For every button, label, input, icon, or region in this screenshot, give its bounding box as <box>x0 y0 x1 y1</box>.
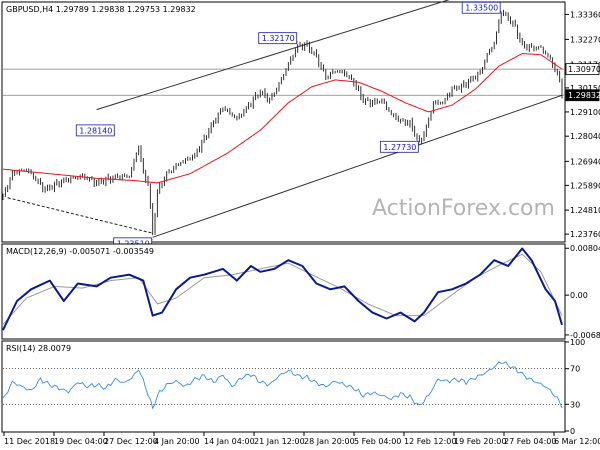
time-tick-label: 27 Feb 04:00 <box>504 437 556 446</box>
channel-lower-line <box>152 94 563 238</box>
price-tick-label: 1.26940 <box>570 157 600 166</box>
price-tick-label: 1.25890 <box>570 181 600 190</box>
time-tick-label: 4 Jan 20:00 <box>154 437 200 446</box>
current-price-tag <box>565 89 600 102</box>
price-tick-label: 1.24810 <box>570 206 600 215</box>
price-tick-label: 1.29100 <box>570 108 600 117</box>
price-annotation-box <box>379 140 419 153</box>
price-tick-label: 1.32270 <box>570 35 600 44</box>
rsi-tick-label: 70 <box>570 365 580 374</box>
rsi-panel: 100 70 30 0 RSI(14) 28.0079 <box>1 338 585 436</box>
time-tick-label: 27 Dec 12:00 <box>104 437 158 446</box>
rsi-panel-title: RSI(14) 28.0079 <box>6 344 71 353</box>
price-candles <box>2 9 563 236</box>
price-annotation-label: 1.33500 <box>465 4 498 13</box>
time-tick-label: 6 Mar 12:00 <box>554 437 600 446</box>
channel-upper-line <box>96 0 450 111</box>
price-tick-label: 1.23760 <box>570 230 600 239</box>
rsi-line <box>2 361 563 410</box>
time-tick-label: 21 Jan 12:00 <box>254 437 305 446</box>
price-overlays <box>3 0 564 238</box>
price-tick-label: 1.33360 <box>570 10 600 19</box>
macd-tick-label: 0.008044 <box>570 244 600 253</box>
price-panel-title: GBPUSD,H4 1.29789 1.29838 1.29753 1.2983… <box>6 5 196 14</box>
price-annotation-box <box>75 124 115 137</box>
time-tick-label: 11 Dec 2018 <box>4 437 55 446</box>
rsi-axis: 100 70 30 0 <box>565 338 585 436</box>
time-tick-label: 19 Feb 20:00 <box>454 437 506 446</box>
right-tag-label: 1.29832 <box>568 91 600 100</box>
macd-axis: 0.008044 0.00 -0.006821 <box>565 244 600 340</box>
macd-line <box>2 247 563 331</box>
right-tag-label: 1.30970 <box>568 65 600 74</box>
price-annotation-box <box>461 1 501 14</box>
rsi-tick-label: 100 <box>570 338 585 347</box>
price-tick-label: 1.30150 <box>570 84 600 93</box>
price-axis: 1.333601.322701.311701.301501.291001.280… <box>565 10 600 239</box>
rsi-tick-label: 30 <box>570 400 580 409</box>
time-tick-label: 28 Jan 20:00 <box>304 437 355 446</box>
level-price-tag <box>565 63 600 76</box>
price-annotation-label: 1.27730 <box>383 143 416 152</box>
rsi-panel-frame <box>1 340 566 433</box>
moving-average-line <box>2 53 563 184</box>
rsi-lines <box>2 361 564 410</box>
time-tick-label: 14 Jan 04:00 <box>204 437 255 446</box>
time-tick-label: 5 Feb 04:00 <box>354 437 401 446</box>
macd-panel-title: MACD(12,26,9) -0.005071 -0.003549 <box>6 247 154 256</box>
time-tick-label: 12 Feb 12:00 <box>404 437 456 446</box>
macd-panel: 0.008044 0.00 -0.006821 MACD(12,26,9) -0.0… <box>1 243 600 340</box>
macd-lines <box>2 247 563 331</box>
price-annotation-box <box>258 32 298 45</box>
macd-tick-label: 0.00 <box>570 291 588 300</box>
time-tick-label: 19 Dec 04:00 <box>54 437 108 446</box>
price-annotation-label: 1.28140 <box>79 126 112 135</box>
price-tick-label: 1.28040 <box>570 132 600 141</box>
rsi-tick-label: 0 <box>570 427 575 436</box>
macd-tick-label: -0.006821 <box>570 331 600 340</box>
price-panel: ActionForex.com 1.333601.322701.311701.3… <box>1 0 600 250</box>
watermark: ActionForex.com <box>372 196 555 221</box>
macd-panel-frame <box>1 243 566 340</box>
price-annotation-label: 1.32170 <box>262 34 295 43</box>
